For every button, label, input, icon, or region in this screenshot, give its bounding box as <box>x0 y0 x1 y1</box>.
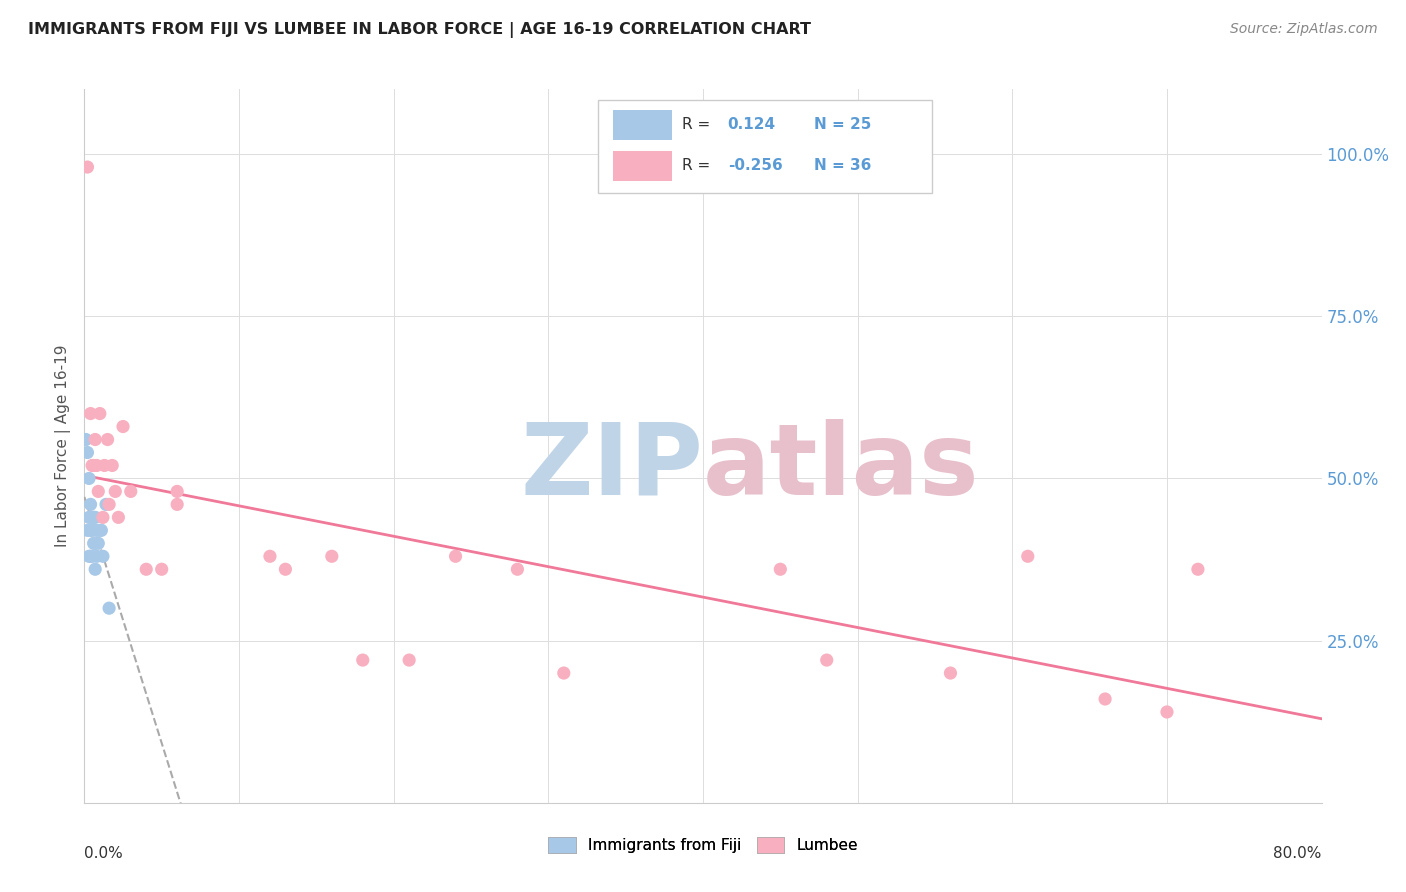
Point <box>87 536 110 550</box>
Point <box>89 524 111 538</box>
Point <box>83 536 105 550</box>
Point <box>120 484 142 499</box>
Point <box>166 484 188 499</box>
Text: N = 36: N = 36 <box>814 158 872 173</box>
Point <box>104 484 127 499</box>
Point <box>79 524 101 538</box>
Point <box>84 433 107 447</box>
Text: atlas: atlas <box>703 419 980 516</box>
Point <box>83 510 105 524</box>
Point <box>79 497 101 511</box>
Point <box>86 524 108 538</box>
Point <box>87 484 110 499</box>
Point <box>91 549 114 564</box>
Point <box>352 653 374 667</box>
Point <box>150 562 173 576</box>
Point <box>97 433 120 447</box>
Point <box>444 549 467 564</box>
Text: R =: R = <box>682 118 710 132</box>
Point <box>86 549 108 564</box>
Point <box>90 524 112 538</box>
Point <box>76 160 98 174</box>
Point <box>506 562 529 576</box>
Legend: Immigrants from Fiji, Lumbee: Immigrants from Fiji, Lumbee <box>543 831 863 859</box>
Point <box>84 562 107 576</box>
Point <box>82 549 104 564</box>
Point <box>98 497 121 511</box>
Text: 0.0%: 0.0% <box>84 846 124 861</box>
Bar <box>598 100 932 193</box>
Point <box>89 407 111 421</box>
Point <box>76 445 98 459</box>
Point <box>82 458 104 473</box>
Point <box>84 536 107 550</box>
Point <box>398 653 420 667</box>
Point <box>259 549 281 564</box>
Y-axis label: In Labor Force | Age 16-19: In Labor Force | Age 16-19 <box>55 344 72 548</box>
Point <box>77 510 100 524</box>
Text: IMMIGRANTS FROM FIJI VS LUMBEE IN LABOR FORCE | AGE 16-19 CORRELATION CHART: IMMIGRANTS FROM FIJI VS LUMBEE IN LABOR … <box>28 22 811 38</box>
Bar <box>613 110 672 140</box>
Point <box>112 419 135 434</box>
Text: ZIP: ZIP <box>520 419 703 516</box>
Point <box>769 562 792 576</box>
Point <box>82 524 104 538</box>
Point <box>1094 692 1116 706</box>
Point <box>77 471 100 485</box>
Point <box>75 433 97 447</box>
Point <box>98 601 121 615</box>
Point <box>1156 705 1178 719</box>
Text: R =: R = <box>682 158 710 173</box>
Text: 80.0%: 80.0% <box>1274 846 1322 861</box>
Point <box>86 458 108 473</box>
Point <box>76 524 98 538</box>
Point <box>79 407 101 421</box>
Point <box>1017 549 1039 564</box>
Point <box>135 562 157 576</box>
Text: -0.256: -0.256 <box>728 158 783 173</box>
Point <box>79 549 101 564</box>
Point <box>107 510 129 524</box>
Point <box>83 458 105 473</box>
Text: N = 25: N = 25 <box>814 118 872 132</box>
Point <box>274 562 297 576</box>
Point <box>101 458 124 473</box>
Point <box>93 458 115 473</box>
Point <box>321 549 343 564</box>
Point <box>91 510 114 524</box>
Point <box>553 666 575 681</box>
Point <box>82 510 104 524</box>
Point <box>1187 562 1209 576</box>
Text: Source: ZipAtlas.com: Source: ZipAtlas.com <box>1230 22 1378 37</box>
Point <box>939 666 962 681</box>
Point <box>166 497 188 511</box>
Text: 0.124: 0.124 <box>728 118 776 132</box>
Point <box>77 549 100 564</box>
Point <box>84 510 107 524</box>
Point <box>815 653 838 667</box>
Bar <box>613 151 672 180</box>
Point <box>94 497 117 511</box>
